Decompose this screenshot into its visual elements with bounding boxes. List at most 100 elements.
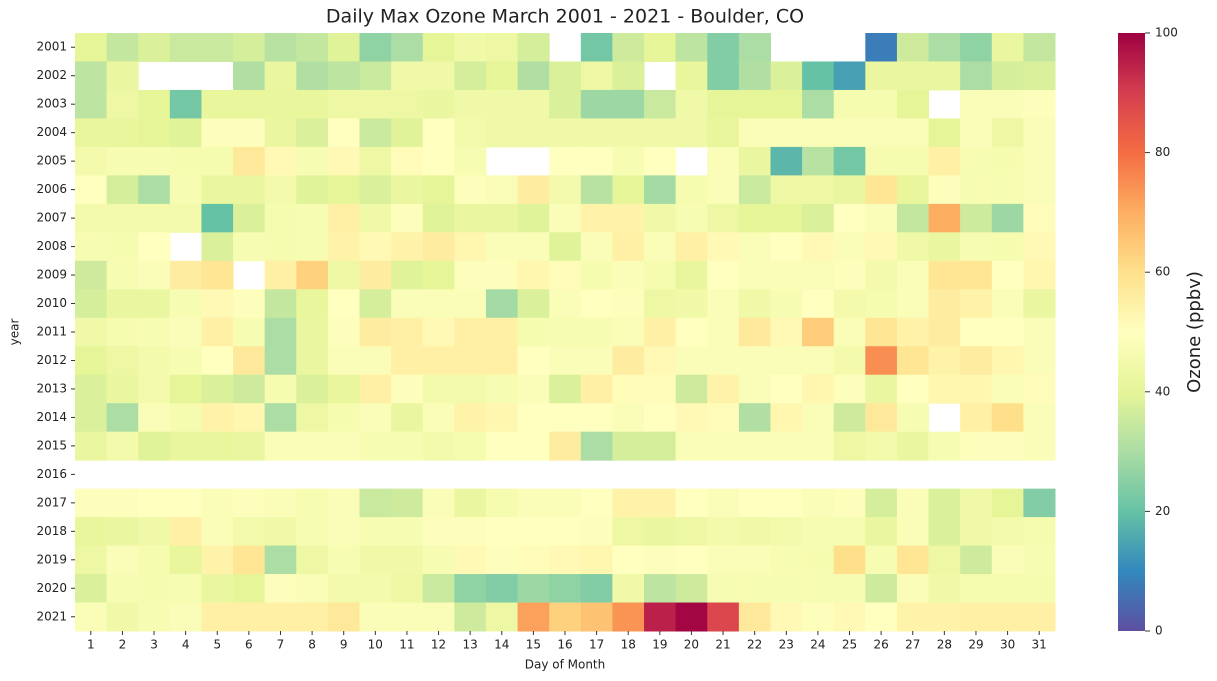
heatmap-cell	[517, 203, 550, 233]
heatmap-cell	[422, 374, 455, 404]
heatmap-cell	[233, 517, 266, 547]
heatmap-cell	[264, 403, 297, 433]
heatmap-cell	[960, 545, 993, 575]
heatmap-cell	[517, 431, 550, 461]
heatmap-cell	[991, 403, 1024, 433]
heatmap-cell	[75, 403, 108, 433]
heatmap-cell	[264, 488, 297, 518]
heatmap-cell	[264, 260, 297, 290]
heatmap-cell	[75, 89, 108, 119]
heatmap-cell	[138, 574, 171, 604]
heatmap-cell	[169, 33, 202, 62]
heatmap-cell	[580, 602, 613, 632]
heatmap-cell	[233, 61, 266, 91]
heatmap-cell	[707, 175, 740, 205]
heatmap-cell	[991, 574, 1024, 604]
heatmap-cell	[770, 118, 803, 148]
heatmap-cell	[327, 488, 361, 518]
heatmap-cell	[296, 232, 329, 262]
y-tick-label: 2002	[36, 68, 67, 82]
heatmap-cell	[138, 89, 171, 119]
heatmap-cell	[707, 431, 740, 461]
heatmap-cell	[738, 431, 771, 461]
heatmap-cell	[770, 317, 803, 347]
heatmap-cell	[169, 146, 202, 176]
heatmap-cell	[75, 317, 108, 347]
heatmap-cell	[896, 317, 930, 347]
heatmap-cell	[802, 488, 835, 518]
heatmap-cell	[612, 317, 645, 347]
heatmap-cell	[675, 232, 708, 262]
y-axis-label: year	[8, 319, 22, 346]
heatmap-cell	[327, 403, 361, 433]
heatmap-cell	[738, 346, 771, 376]
heatmap-cell	[106, 488, 139, 518]
heatmap-cell	[675, 289, 708, 319]
heatmap-cell	[454, 403, 487, 433]
heatmap-cell	[391, 431, 424, 461]
heatmap-cell	[359, 431, 392, 461]
heatmap-cell	[138, 317, 171, 347]
heatmap-cell	[960, 602, 993, 632]
heatmap-cell	[896, 61, 930, 91]
heatmap-cell	[296, 602, 329, 632]
heatmap-cell	[865, 545, 898, 575]
heatmap-cell	[707, 488, 740, 518]
heatmap-cell	[802, 317, 835, 347]
heatmap-cell	[738, 517, 771, 547]
heatmap-cell	[391, 602, 424, 632]
heatmap-cell	[960, 146, 993, 176]
heatmap-cell	[991, 374, 1024, 404]
heatmap-cell	[833, 602, 866, 632]
heatmap-cell	[138, 33, 171, 62]
heatmap-cell	[169, 574, 202, 604]
heatmap-cell	[106, 574, 139, 604]
heatmap-cell	[675, 602, 708, 632]
heatmap-cell	[485, 403, 519, 433]
heatmap-cell	[675, 517, 708, 547]
heatmap-cell	[707, 203, 740, 233]
y-tick-label: 2017	[36, 495, 67, 509]
heatmap-cell	[770, 517, 803, 547]
heatmap-cell	[644, 146, 677, 176]
heatmap-cell	[707, 545, 740, 575]
heatmap-cell	[106, 232, 139, 262]
heatmap-cell	[454, 289, 487, 319]
heatmap-cell	[296, 374, 329, 404]
heatmap-cell	[644, 602, 677, 632]
heatmap-cell	[391, 118, 424, 148]
heatmap-cell	[169, 602, 202, 632]
heatmap-cell	[960, 203, 993, 233]
heatmap-cell	[580, 431, 613, 461]
heatmap-cell	[327, 574, 361, 604]
heatmap-cell	[896, 232, 930, 262]
heatmap-cell	[138, 118, 171, 148]
heatmap-cell	[169, 203, 202, 233]
heatmap-cell	[580, 146, 613, 176]
heatmap-cell	[707, 374, 740, 404]
heatmap-cell	[517, 403, 550, 433]
heatmap-cell	[138, 146, 171, 176]
heatmap-cell	[75, 346, 108, 376]
heatmap-cell	[991, 260, 1024, 290]
heatmap-cell	[485, 33, 519, 62]
heatmap-cell	[928, 33, 961, 62]
heatmap-cell	[612, 545, 645, 575]
heatmap-cell	[201, 260, 234, 290]
heatmap-cell	[106, 289, 139, 319]
x-tick-label: 6	[245, 638, 253, 652]
heatmap-cell	[707, 232, 740, 262]
heatmap-cell	[865, 33, 898, 62]
heatmap-cell	[580, 545, 613, 575]
heatmap-cell	[802, 89, 835, 119]
heatmap-cell	[327, 203, 361, 233]
heatmap-cell	[896, 602, 930, 632]
heatmap-cell	[928, 545, 961, 575]
heatmap-cell	[359, 61, 392, 91]
heatmap-cell	[233, 289, 266, 319]
heatmap-cell	[896, 146, 930, 176]
x-axis-label: Day of Month	[525, 658, 606, 672]
x-tick-label: 5	[213, 638, 221, 652]
heatmap-cell	[644, 346, 677, 376]
